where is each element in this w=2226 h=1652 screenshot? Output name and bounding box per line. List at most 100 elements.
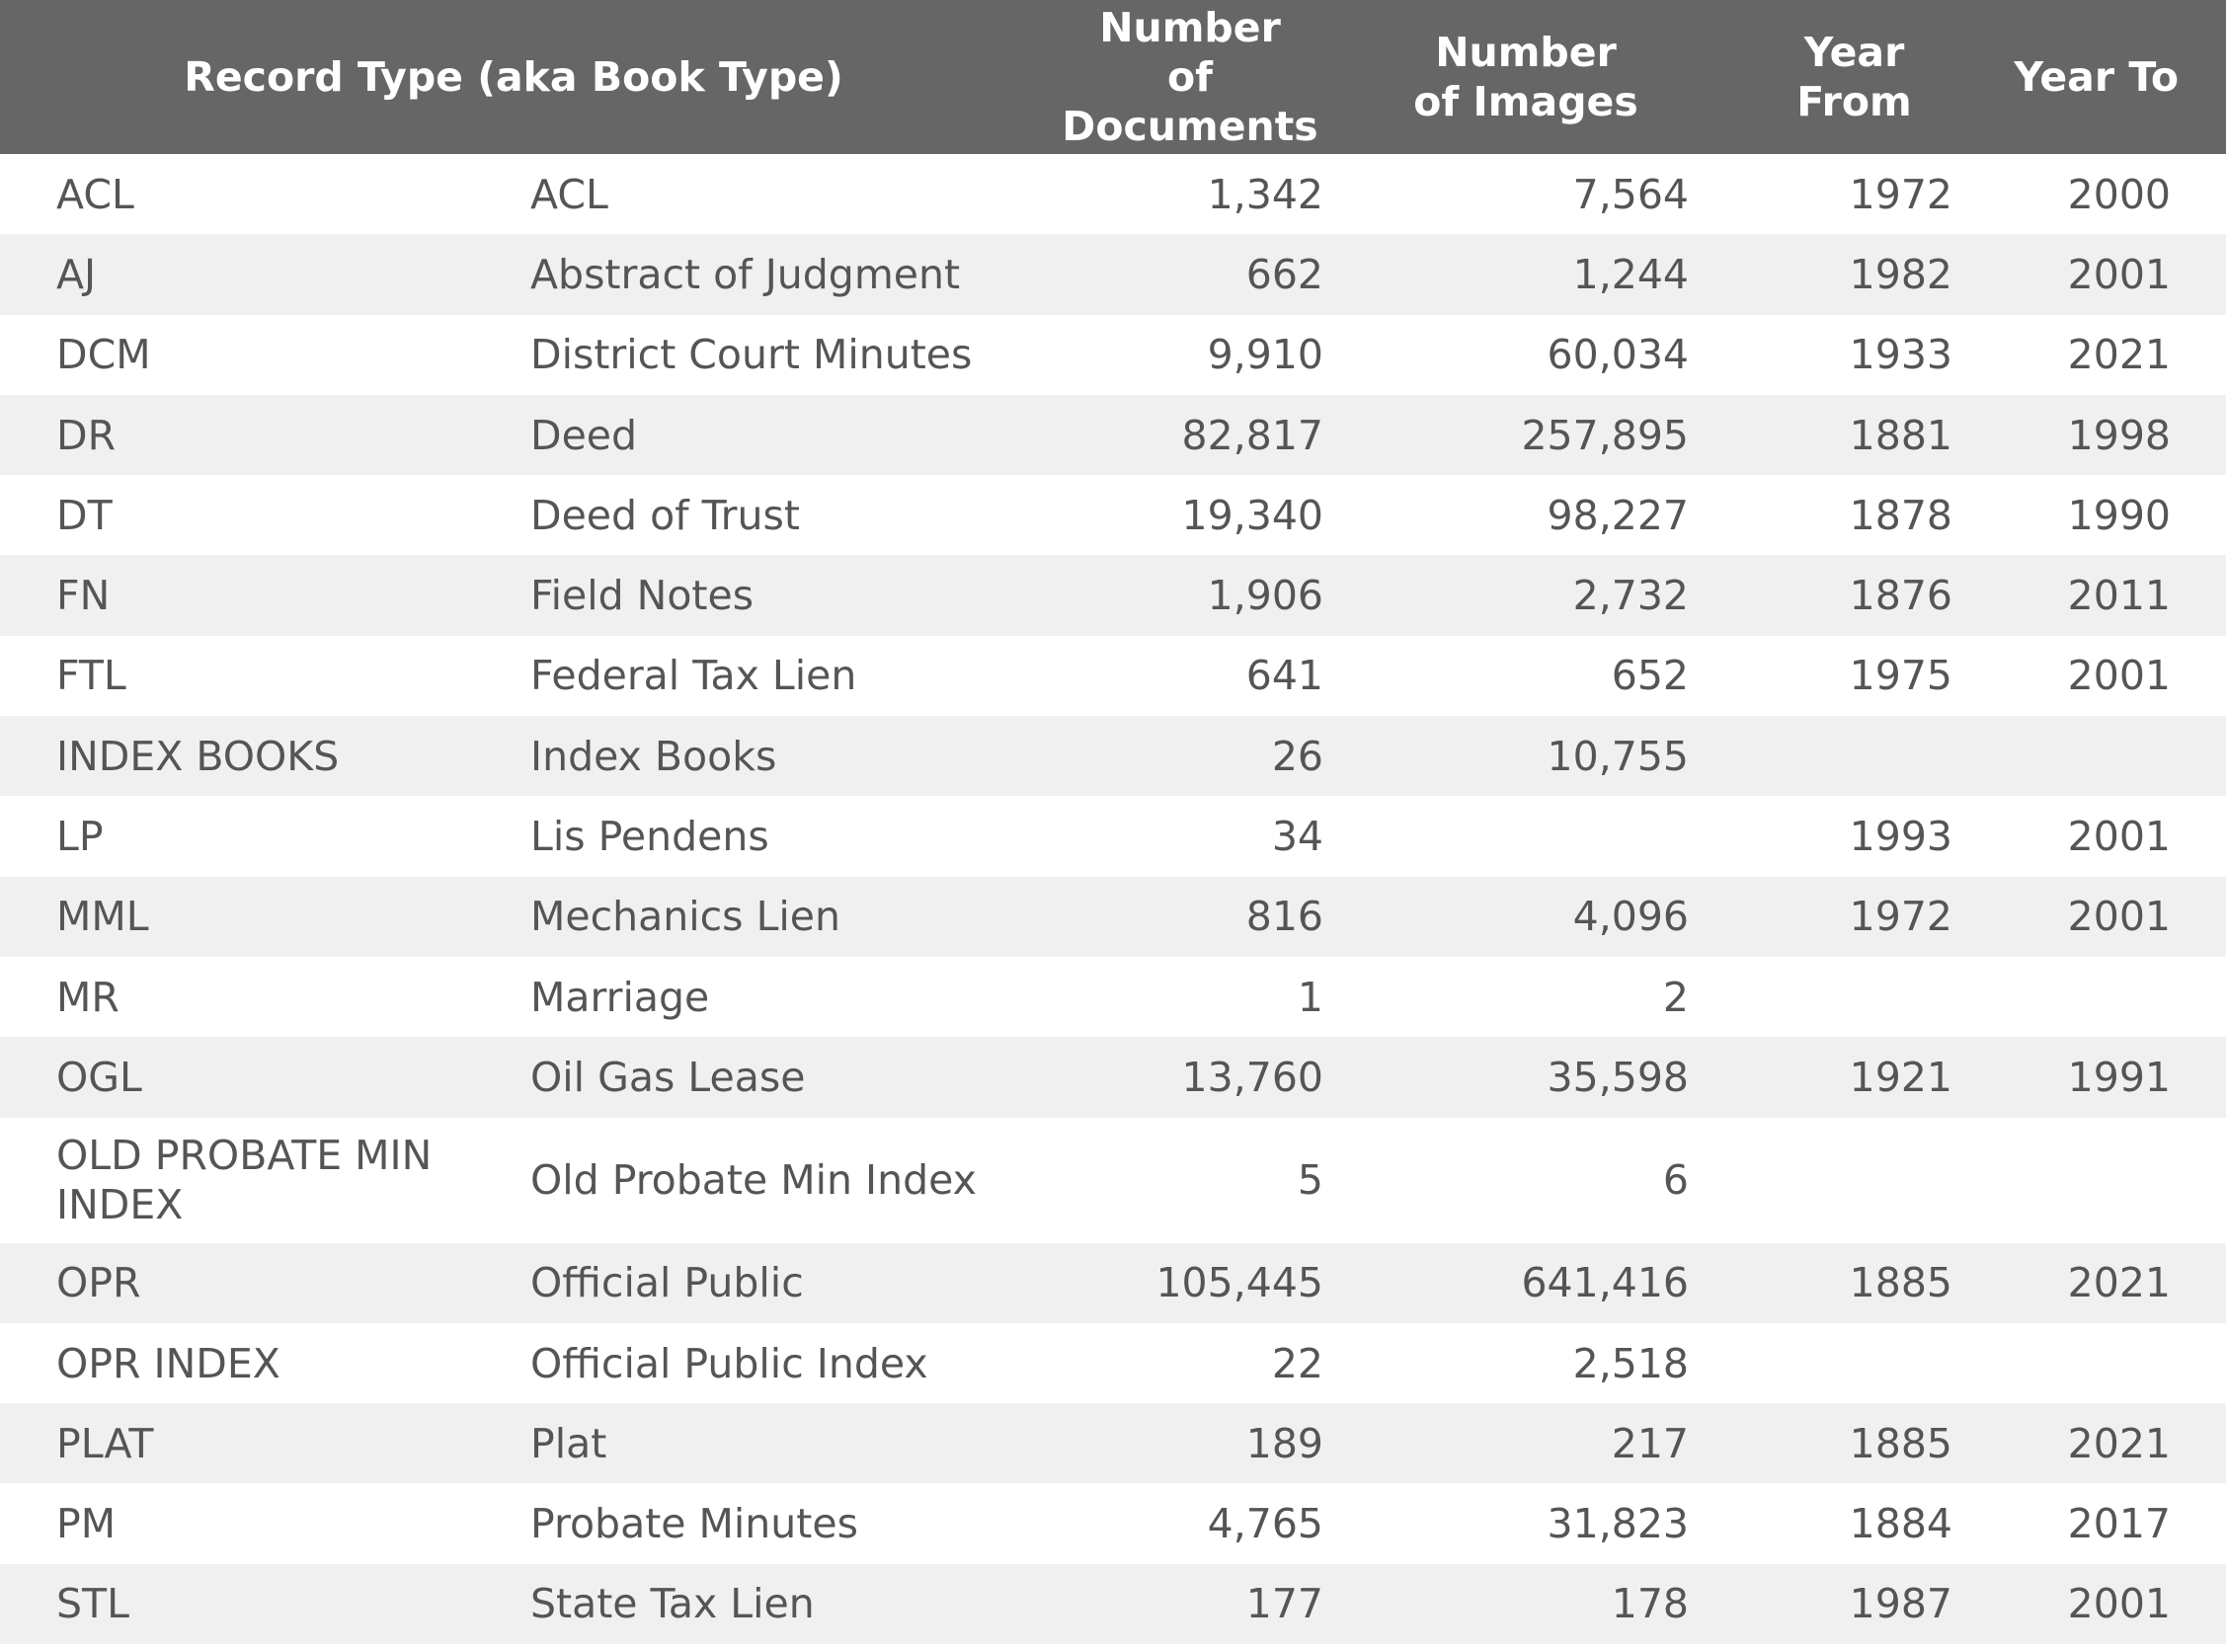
- record-description: Oil Gas Lease: [530, 1053, 806, 1101]
- record-description: Probate Minutes: [530, 1500, 858, 1548]
- header-year-from: Year From: [1796, 29, 1912, 125]
- year-to: 2001: [2067, 652, 2172, 700]
- image-count: 4,096: [1572, 893, 1690, 941]
- document-count: 26: [1271, 732, 1324, 780]
- year-to: 1998: [2067, 411, 2172, 459]
- table-body: ACL ACL 1,342 7,564 1972 2000 AJ Abstract of Ju…: [0, 154, 2226, 1645]
- record-code: PM: [56, 1500, 117, 1548]
- year-to: 2011: [2067, 572, 2172, 620]
- record-code: DR: [56, 411, 117, 459]
- record-code: FN: [56, 572, 111, 620]
- year-from: [1689, 957, 1960, 1037]
- table-header: Record Type (aka Book Type) Number of Doc…: [0, 0, 2226, 154]
- record-code: OGL: [56, 1053, 142, 1101]
- record-code: AJ: [56, 250, 97, 298]
- image-count: 652: [1611, 652, 1690, 700]
- record-description: ACL: [530, 170, 608, 218]
- table-row: ACL ACL 1,342 7,564 1972 2000: [0, 154, 2226, 235]
- record-description: Federal Tax Lien: [530, 652, 857, 700]
- record-code: OLD PROBATE MIN INDEX: [56, 1132, 433, 1229]
- year-from: 1972: [1849, 170, 1953, 218]
- document-count: 177: [1245, 1580, 1324, 1628]
- record-description: Index Books: [530, 732, 777, 780]
- record-code: ACL: [56, 170, 134, 218]
- document-count: 1,906: [1207, 572, 1324, 620]
- year-from: 1884: [1849, 1500, 1953, 1548]
- table-row: INDEX BOOKS Index Books 26 10,755: [0, 716, 2226, 797]
- year-from: [1689, 1323, 1960, 1403]
- year-from: 1993: [1849, 813, 1953, 861]
- record-code: MML: [56, 893, 149, 941]
- year-to: 2021: [2067, 1419, 2172, 1467]
- table-row: STL State Tax Lien 177 178 1987 2001: [0, 1563, 2226, 1645]
- document-count: 1: [1297, 973, 1324, 1021]
- document-count: 5: [1297, 1156, 1324, 1205]
- year-from: 1885: [1849, 1419, 1953, 1467]
- record-code: STL: [56, 1580, 129, 1628]
- image-count: 641,416: [1521, 1259, 1690, 1307]
- document-count: 816: [1245, 893, 1324, 941]
- header-number-of-documents: Number of Documents: [1062, 4, 1318, 150]
- document-count: 22: [1271, 1339, 1324, 1387]
- header-record-type: Record Type (aka Book Type): [184, 53, 843, 101]
- record-description: District Court Minutes: [530, 331, 973, 379]
- year-to: 2021: [2067, 331, 2172, 379]
- document-count: 662: [1245, 250, 1324, 298]
- year-from: 1975: [1849, 652, 1953, 700]
- year-to: [1960, 957, 2226, 1037]
- image-count: 1,244: [1572, 250, 1690, 298]
- image-count: 31,823: [1547, 1500, 1690, 1548]
- record-description: Old Probate Min Index: [530, 1156, 977, 1205]
- image-count: 6: [1662, 1156, 1690, 1205]
- year-to: 2000: [2067, 170, 2172, 218]
- year-from: 1933: [1849, 331, 1953, 379]
- document-count: 34: [1271, 813, 1324, 861]
- record-description: Lis Pendens: [530, 813, 769, 861]
- image-count: 257,895: [1521, 411, 1690, 459]
- table-row: PLAT Plat 189 217 1885 2021: [0, 1403, 2226, 1484]
- header-number-of-images: Number of Images: [1413, 29, 1638, 125]
- record-code: PLAT: [56, 1419, 154, 1467]
- document-count: 105,445: [1155, 1259, 1324, 1307]
- year-to: 2001: [2067, 893, 2172, 941]
- table-row: AJ Abstract of Judgment 662 1,244 1982 2001: [0, 234, 2226, 315]
- year-to: 2001: [2067, 813, 2172, 861]
- document-count: 82,817: [1181, 411, 1324, 459]
- table-row: DT Deed of Trust 19,340 98,227 1878 1990: [0, 475, 2226, 556]
- record-description: Plat: [530, 1419, 607, 1467]
- image-count: 2,518: [1572, 1339, 1690, 1387]
- year-from: 1876: [1849, 572, 1953, 620]
- image-count: 7,564: [1572, 170, 1690, 218]
- record-code: FTL: [56, 652, 126, 700]
- year-from: 1881: [1849, 411, 1953, 459]
- image-count: 2,732: [1572, 572, 1690, 620]
- table-row: LP Lis Pendens 34 1993 2001: [0, 796, 2226, 877]
- record-description: Official Public: [530, 1259, 804, 1307]
- record-description: Official Public Index: [530, 1339, 928, 1387]
- table-row: MML Mechanics Lien 816 4,096 1972 2001: [0, 876, 2226, 957]
- record-code: OPR INDEX: [56, 1339, 280, 1387]
- table-row: OPR Official Public 105,445 641,416 1885 2021: [0, 1242, 2226, 1323]
- year-to: [1960, 1323, 2226, 1403]
- document-count: 9,910: [1207, 331, 1324, 379]
- year-to: 2001: [2067, 1580, 2172, 1628]
- year-from: 1982: [1849, 250, 1953, 298]
- image-count: 98,227: [1547, 491, 1690, 539]
- image-count: 178: [1611, 1580, 1690, 1628]
- year-to: [1960, 1118, 2226, 1243]
- record-code: INDEX BOOKS: [56, 732, 340, 780]
- record-description: Deed: [530, 411, 638, 459]
- record-code: OPR: [56, 1259, 141, 1307]
- image-count: 60,034: [1547, 331, 1690, 379]
- record-description: Abstract of Judgment: [530, 250, 961, 298]
- image-count: 217: [1611, 1419, 1690, 1467]
- table-row: DR Deed 82,817 257,895 1881 1998: [0, 394, 2226, 476]
- image-count: 2: [1662, 973, 1690, 1021]
- record-code: LP: [56, 813, 104, 861]
- year-to: 2017: [2067, 1500, 2172, 1548]
- year-from: 1878: [1849, 491, 1953, 539]
- header-row: Record Type (aka Book Type) Number of Doc…: [0, 0, 2226, 154]
- record-description: State Tax Lien: [530, 1580, 815, 1628]
- table-row: MR Marriage 1 2: [0, 956, 2226, 1038]
- record-description: Field Notes: [530, 572, 755, 620]
